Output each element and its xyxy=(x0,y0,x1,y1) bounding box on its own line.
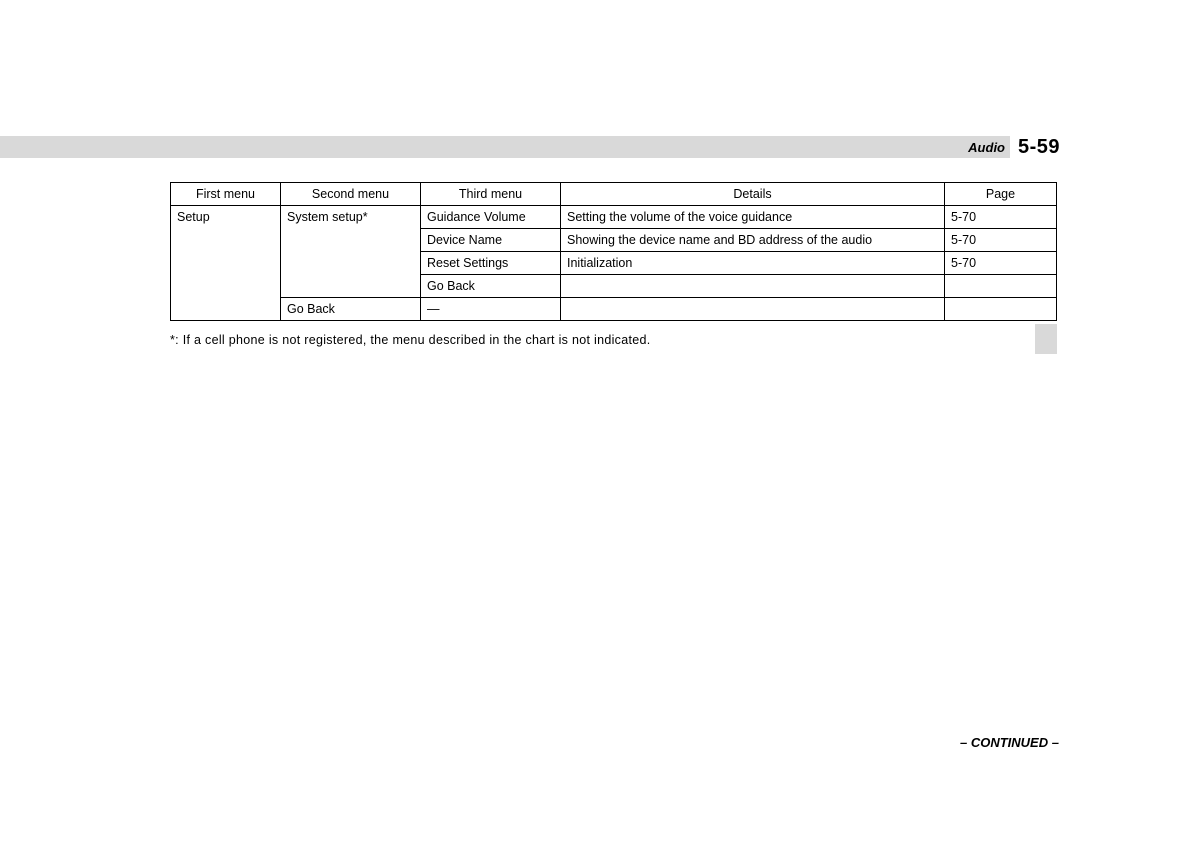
continued-label: – CONTINUED – xyxy=(960,735,1059,750)
table-row: Go Back — xyxy=(171,298,1057,321)
cell-third-menu: Guidance Volume xyxy=(421,206,561,229)
table-header-row: First menu Second menu Third menu Detail… xyxy=(171,183,1057,206)
cell-third-menu: Reset Settings xyxy=(421,252,561,275)
cell-second-menu: System setup* xyxy=(281,206,421,298)
cell-third-menu: — xyxy=(421,298,561,321)
cell-details: Showing the device name and BD address o… xyxy=(561,229,945,252)
cell-page xyxy=(945,298,1057,321)
header-bar: Audio xyxy=(0,136,1010,158)
col-page: Page xyxy=(945,183,1057,206)
page-number: 5-59 xyxy=(1018,136,1060,159)
cell-details xyxy=(561,275,945,298)
cell-third-menu: Device Name xyxy=(421,229,561,252)
cell-details xyxy=(561,298,945,321)
col-second-menu: Second menu xyxy=(281,183,421,206)
cell-third-menu: Go Back xyxy=(421,275,561,298)
cell-page: 5-70 xyxy=(945,229,1057,252)
col-first-menu: First menu xyxy=(171,183,281,206)
cell-details: Initialization xyxy=(561,252,945,275)
cell-page xyxy=(945,275,1057,298)
header-section-label: Audio xyxy=(968,140,1005,155)
menu-table: First menu Second menu Third menu Detail… xyxy=(170,182,1057,321)
col-details: Details xyxy=(561,183,945,206)
cell-page: 5-70 xyxy=(945,252,1057,275)
table-row: Setup System setup* Guidance Volume Sett… xyxy=(171,206,1057,229)
cell-details: Setting the volume of the voice guidance xyxy=(561,206,945,229)
cell-second-menu: Go Back xyxy=(281,298,421,321)
cell-first-menu: Setup xyxy=(171,206,281,321)
footnote: *: If a cell phone is not registered, th… xyxy=(170,333,1056,347)
col-third-menu: Third menu xyxy=(421,183,561,206)
page-content: First menu Second menu Third menu Detail… xyxy=(170,182,1056,347)
cell-page: 5-70 xyxy=(945,206,1057,229)
